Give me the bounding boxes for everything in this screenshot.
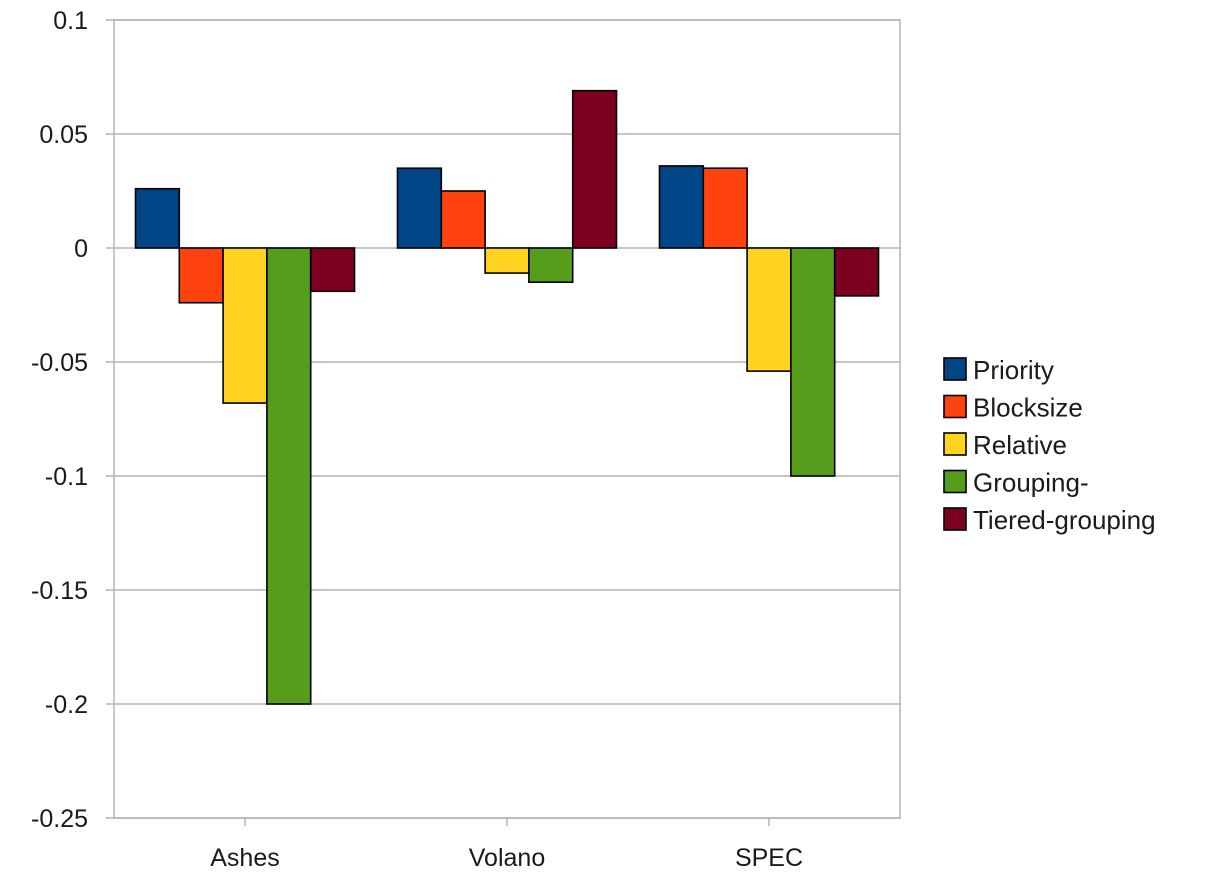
bar-grouping-volano (528, 247, 574, 284)
bar-grouping-ashes (266, 247, 312, 705)
legend-swatch (943, 507, 967, 531)
legend-label: Priority (973, 355, 1054, 385)
bars (134, 89, 880, 705)
bar-priority-ashes (134, 187, 181, 249)
x-tick-label: Ashes (210, 844, 279, 872)
bar-grouping-spec (790, 247, 836, 477)
bar-tiered-grouping-spec (833, 247, 880, 297)
bar-relative-ashes (222, 247, 268, 404)
y-axis-tick-labels: 0.1 0.05 0 -0.05 -0.1 -0.15 -0.2 -0.25 (31, 7, 88, 833)
bar-blocksize-volano (440, 190, 486, 249)
legend-swatch (943, 469, 967, 494)
legend-label: Grouping- (973, 468, 1089, 498)
y-tick-label: 0 (74, 235, 88, 263)
legend-swatch (943, 357, 967, 381)
x-axis-tick-labels: Ashes Volano SPEC (210, 844, 803, 872)
legend-swatch (943, 394, 967, 419)
legend: Priority Blocksize Relative Grouping- Tiered… (943, 355, 1156, 535)
legend-item: Priority (943, 355, 1054, 385)
legend-label: Relative (973, 430, 1067, 460)
legend-swatch (943, 432, 967, 456)
legend-item: Blocksize (943, 393, 1083, 423)
x-tick-label: SPEC (735, 844, 803, 872)
bar-tiered-grouping-volano (571, 89, 618, 249)
bar-blocksize-ashes (178, 247, 224, 304)
legend-item: Grouping- (943, 468, 1089, 498)
plot-area-border (113, 19, 901, 819)
bar-relative-volano (484, 247, 530, 274)
y-tick-label: 0.05 (39, 121, 88, 149)
y-tick-label: 0.1 (53, 7, 88, 35)
legend-item: Tiered-grouping (943, 505, 1156, 535)
y-tick-label: -0.05 (31, 349, 88, 377)
bar-blocksize-spec (702, 167, 748, 249)
bar-priority-volano (396, 167, 443, 249)
legend-item: Relative (943, 430, 1067, 460)
y-tick-label: -0.1 (45, 463, 88, 491)
legend-label: Blocksize (973, 393, 1083, 423)
bar-relative-spec (746, 247, 792, 372)
axes (106, 19, 901, 826)
y-tick-label: -0.2 (45, 691, 88, 719)
y-tick-label: -0.25 (31, 805, 88, 833)
y-tick-label: -0.15 (31, 577, 88, 605)
grid-lines (114, 19, 900, 819)
bar-tiered-grouping-ashes (309, 247, 356, 293)
legend-label: Tiered-grouping (973, 505, 1156, 535)
x-tick-label: Volano (469, 844, 545, 872)
bar-priority-spec (658, 165, 705, 249)
